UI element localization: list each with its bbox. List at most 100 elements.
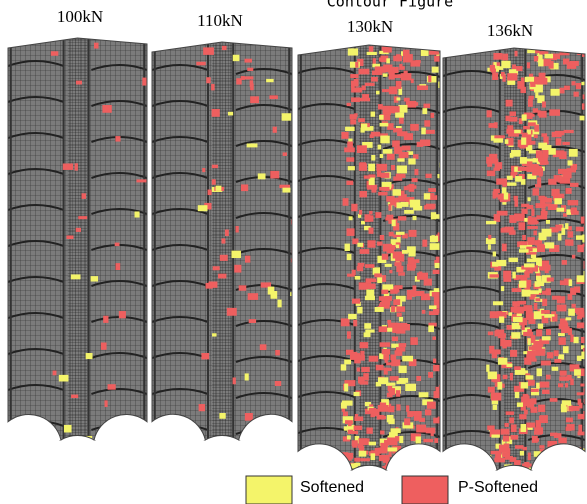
softened-patch xyxy=(350,119,356,124)
softened-patch xyxy=(136,179,146,182)
softened-patch xyxy=(426,428,436,434)
softened-patch xyxy=(398,216,406,220)
softened-patch xyxy=(341,402,347,408)
softened-patch xyxy=(577,322,584,328)
softened-patch xyxy=(378,104,383,109)
softened-patch xyxy=(399,117,404,124)
softened-patch xyxy=(390,376,399,381)
softened-patch xyxy=(258,173,266,179)
softened-patch xyxy=(540,161,547,165)
softened-patch xyxy=(422,240,427,247)
softened-patch xyxy=(429,305,437,309)
softened-patch xyxy=(222,46,227,50)
softened-patch xyxy=(64,425,72,433)
softened-patch xyxy=(390,289,397,294)
softened-patch xyxy=(545,54,554,59)
softened-patch xyxy=(352,299,360,304)
softened-patch xyxy=(421,456,425,464)
softened-patch xyxy=(488,372,497,380)
softened-patch xyxy=(562,171,571,178)
softened-patch xyxy=(560,371,567,376)
softened-patch xyxy=(239,285,247,290)
softened-patch xyxy=(511,332,520,338)
softened-patch xyxy=(577,245,583,252)
softened-patch xyxy=(558,233,562,240)
softened-patch xyxy=(548,179,556,185)
softened-patch xyxy=(360,342,369,348)
softened-patch xyxy=(552,367,559,371)
softened-patch xyxy=(570,335,573,343)
softened-patch xyxy=(571,81,575,85)
softened-patch xyxy=(546,375,551,380)
panel-label: 110kN xyxy=(197,11,243,30)
softened-patch xyxy=(494,122,498,128)
softened-patch xyxy=(509,258,518,262)
softened-patch xyxy=(376,164,387,171)
softened-patch xyxy=(487,425,494,430)
softened-patch xyxy=(345,244,350,251)
softened-patch xyxy=(517,301,526,305)
softened-patch xyxy=(346,228,354,236)
softened-patch xyxy=(103,316,108,323)
softened-patch xyxy=(503,275,511,282)
softened-patch xyxy=(498,194,505,199)
softened-patch xyxy=(501,286,504,291)
softened-patch xyxy=(487,110,492,117)
softened-patch xyxy=(379,455,390,461)
softened-patch xyxy=(350,353,360,360)
softened-patch xyxy=(486,157,495,164)
softened-patch xyxy=(234,265,241,273)
softened-patch xyxy=(384,368,388,375)
softened-patch xyxy=(521,137,526,144)
softened-patch xyxy=(388,470,398,473)
softened-patch xyxy=(544,314,551,318)
softened-patch xyxy=(245,413,253,421)
softened-patch xyxy=(528,248,533,251)
center-strip xyxy=(359,45,379,470)
softened-patch xyxy=(402,452,408,456)
softened-patch xyxy=(544,242,554,248)
softened-patch xyxy=(347,435,351,439)
softened-patch xyxy=(397,97,401,100)
softened-patch xyxy=(555,131,564,136)
softened-patch xyxy=(354,463,360,466)
softened-patch xyxy=(227,308,237,316)
softened-patch xyxy=(569,149,578,157)
softened-patch xyxy=(490,311,498,318)
softened-patch xyxy=(570,61,579,66)
softened-patch xyxy=(402,356,413,362)
softened-patch xyxy=(371,132,380,137)
softened-patch xyxy=(382,254,388,260)
softened-patch xyxy=(542,390,550,394)
softened-patch xyxy=(495,329,504,334)
softened-patch xyxy=(358,438,367,445)
softened-patch xyxy=(371,77,378,82)
softened-patch xyxy=(76,228,81,232)
softened-patch xyxy=(489,346,494,354)
softened-patch xyxy=(576,83,581,89)
softened-patch xyxy=(219,413,225,419)
softened-patch xyxy=(269,95,277,99)
softened-patch xyxy=(493,189,500,193)
softened-patch xyxy=(357,145,367,153)
softened-patch xyxy=(432,336,436,339)
softened-patch xyxy=(376,365,384,371)
softened-patch xyxy=(565,383,568,387)
softened-patch xyxy=(506,411,514,415)
softened-patch xyxy=(348,48,358,55)
softened-patch xyxy=(533,230,537,235)
softened-patch xyxy=(354,79,359,87)
softened-patch xyxy=(542,208,546,215)
softened-patch xyxy=(580,116,587,121)
softened-patch xyxy=(383,73,388,76)
softened-patch xyxy=(514,213,524,217)
softened-patch xyxy=(554,350,559,356)
softened-patch xyxy=(208,190,212,196)
softened-patch xyxy=(498,358,507,365)
softened-patch xyxy=(369,46,374,52)
softened-patch xyxy=(399,64,402,70)
softened-patch xyxy=(510,350,517,357)
softened-patch xyxy=(538,143,547,149)
softened-patch xyxy=(399,436,403,443)
softened-patch xyxy=(425,409,431,415)
